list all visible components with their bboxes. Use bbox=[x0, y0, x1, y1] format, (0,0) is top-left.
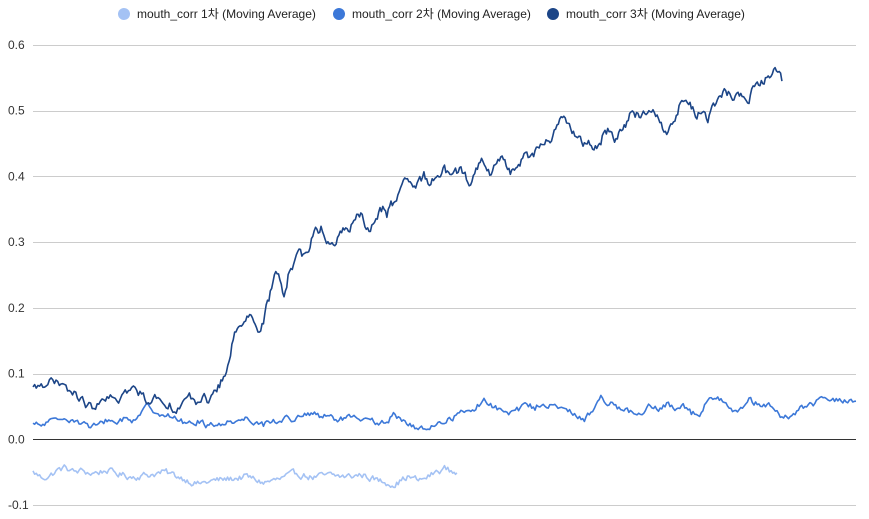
legend-swatch-series-3 bbox=[547, 8, 559, 20]
legend-label-series-1: mouth_corr 1차 (Moving Average) bbox=[137, 7, 316, 21]
y-tick-label: 0.5 bbox=[8, 104, 25, 118]
y-tick-label: 0.1 bbox=[8, 367, 25, 381]
y-tick-label: 0.4 bbox=[8, 169, 25, 183]
legend-item-series-2[interactable]: mouth_corr 2차 (Moving Average) bbox=[333, 7, 531, 21]
series-lines bbox=[32, 66, 857, 489]
legend-item-series-1[interactable]: mouth_corr 1차 (Moving Average) bbox=[118, 7, 316, 21]
chart-legend: mouth_corr 1차 (Moving Average) mouth_cor… bbox=[118, 7, 745, 21]
y-axis-tick-labels: -0.1 0.0 0.1 0.2 0.3 0.4 0.5 0.6 bbox=[8, 38, 29, 512]
legend-label-series-2: mouth_corr 2차 (Moving Average) bbox=[352, 7, 531, 21]
y-tick-label: 0.2 bbox=[8, 301, 25, 315]
series-line-1[interactable] bbox=[32, 464, 458, 489]
y-tick-label: 0.0 bbox=[8, 432, 25, 446]
legend-swatch-series-2 bbox=[333, 8, 345, 20]
legend-item-series-3[interactable]: mouth_corr 3차 (Moving Average) bbox=[547, 7, 745, 21]
gridlines bbox=[33, 45, 856, 506]
series-line-3[interactable] bbox=[32, 66, 783, 415]
legend-label-series-3: mouth_corr 3차 (Moving Average) bbox=[566, 7, 745, 21]
series-line-2[interactable] bbox=[32, 394, 857, 431]
y-tick-label: 0.6 bbox=[8, 38, 25, 52]
y-tick-label: -0.1 bbox=[8, 498, 29, 512]
y-tick-label: 0.3 bbox=[8, 235, 25, 249]
legend-swatch-series-1 bbox=[118, 8, 130, 20]
